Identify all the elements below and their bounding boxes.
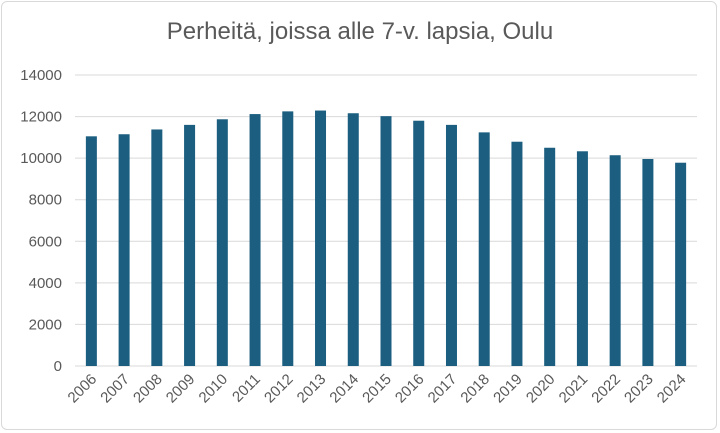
bar [315, 110, 327, 366]
bar [151, 129, 163, 366]
x-tick-label: 2022 [588, 371, 624, 407]
x-tick-label: 2006 [65, 371, 101, 407]
x-tick-label: 2012 [261, 371, 297, 407]
bar [511, 141, 523, 366]
chart-title: Perheitä, joissa alle 7-v. lapsia, Oulu [166, 18, 554, 45]
bar [609, 155, 621, 366]
x-tick-label: 2024 [654, 371, 690, 407]
x-tick-label: 2011 [229, 371, 264, 406]
bar [544, 147, 556, 366]
bar [478, 132, 490, 366]
x-tick-label: 2021 [556, 371, 592, 407]
bar [576, 151, 588, 366]
bar [216, 119, 228, 366]
bar [184, 124, 196, 366]
y-tick-label: 6000 [29, 233, 62, 250]
x-tick-label: 2017 [425, 371, 461, 407]
x-tick-label: 2020 [523, 371, 559, 407]
x-tick-label: 2016 [392, 371, 428, 407]
y-tick-label: 0 [54, 358, 62, 375]
bar [445, 124, 457, 366]
x-tick-label: 2015 [359, 371, 395, 407]
bar [118, 134, 130, 366]
x-tick-label: 2009 [163, 371, 199, 407]
bar [675, 162, 687, 366]
bar [642, 158, 654, 366]
x-tick-label: 2014 [326, 371, 362, 407]
bar [249, 114, 261, 366]
bar [347, 113, 359, 366]
y-tick-label: 8000 [29, 192, 62, 209]
x-tick-label: 2013 [294, 371, 330, 407]
x-tick-label: 2018 [457, 371, 493, 407]
x-tick-label: 2007 [97, 371, 133, 407]
bar [380, 116, 392, 366]
bar [413, 120, 425, 366]
y-tick-label: 12000 [20, 109, 62, 126]
y-tick-label: 10000 [20, 150, 62, 167]
x-tick-label: 2010 [196, 371, 232, 407]
y-tick-label: 14000 [20, 67, 62, 84]
y-tick-label: 4000 [29, 275, 62, 292]
x-tick-label: 2008 [130, 371, 166, 407]
bar [282, 111, 294, 366]
x-tick-label: 2019 [490, 371, 526, 407]
y-tick-label: 2000 [29, 316, 62, 333]
bar [85, 136, 97, 366]
x-tick-label: 2023 [621, 371, 657, 407]
